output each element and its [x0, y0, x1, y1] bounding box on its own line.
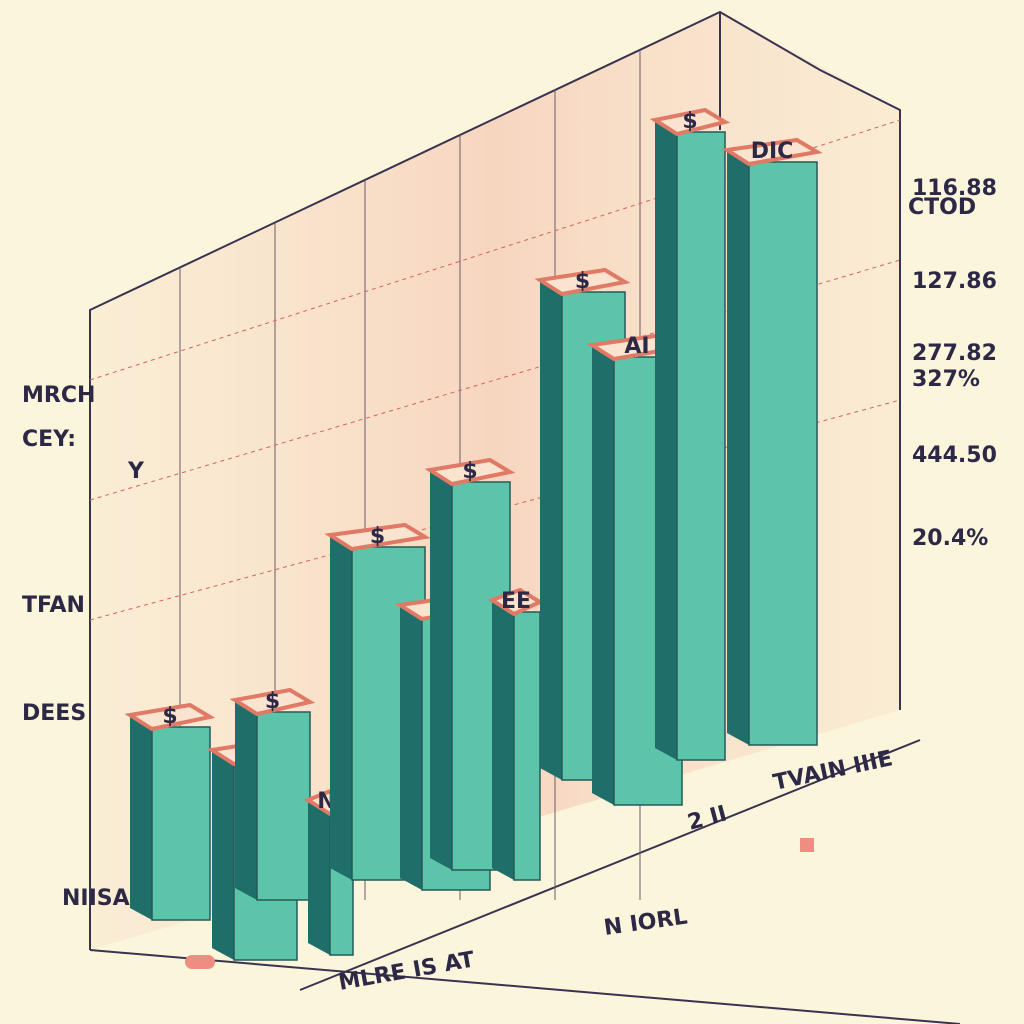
right-label: CTOD	[908, 195, 976, 220]
right-label: 277.82	[912, 341, 997, 366]
bar-cap	[424, 457, 516, 487]
bar-front	[748, 161, 818, 746]
bar-side	[540, 280, 562, 780]
bar-side	[130, 715, 152, 920]
bar-cap-label: DIC	[751, 139, 794, 164]
bar-side	[655, 120, 677, 760]
bar-cap	[229, 687, 316, 717]
bar-side	[727, 150, 749, 745]
right-label: 444.50	[912, 443, 997, 468]
bar-side	[308, 800, 330, 955]
bar-side	[212, 750, 234, 960]
bar-cap-label: AI	[624, 334, 649, 359]
bar-cap	[721, 137, 823, 167]
bar-cap-label: $	[682, 109, 697, 134]
frame-edge	[89, 949, 961, 1024]
bar-side	[235, 700, 257, 900]
bar-side	[430, 470, 452, 870]
frame-edge	[89, 10, 901, 950]
left-label: CEY:	[22, 427, 76, 452]
bar-front	[513, 611, 541, 881]
bar-front	[151, 726, 211, 921]
bar-cap-label: $	[265, 689, 280, 714]
axis-letter: Y	[127, 459, 145, 484]
bar-cap	[324, 522, 431, 552]
legend-swatch	[185, 955, 215, 969]
bar-front	[256, 711, 311, 901]
right-label: 116.88	[912, 176, 997, 201]
bar-front	[676, 131, 726, 761]
right-label: 20.4%	[912, 526, 988, 551]
bars: $FIE$NI$LE$EE$AI$DIC	[124, 107, 823, 961]
bar-side	[330, 535, 352, 880]
legend-swatch	[800, 838, 814, 852]
grid-line	[89, 119, 901, 381]
bar-side	[400, 605, 422, 890]
bottom-label: NIISA	[62, 886, 130, 911]
bar-cap	[534, 267, 631, 297]
bar-cap-label: $	[370, 524, 385, 549]
bar-cap-label: $	[162, 704, 177, 729]
bar-side	[492, 600, 514, 880]
frame-edge	[299, 739, 921, 991]
bar-cap	[649, 107, 731, 137]
bar-cap-label: $	[462, 459, 477, 484]
left-label: DEES	[22, 701, 86, 726]
bar-cap-label: $	[575, 269, 590, 294]
right-label: 327%	[912, 367, 980, 392]
bar-side	[592, 345, 614, 805]
bar-cap-label: EE	[501, 589, 531, 614]
frame	[89, 10, 961, 1024]
right-label: 127.86	[912, 269, 997, 294]
bar-cap	[124, 702, 216, 732]
left-label: MRCH	[22, 383, 95, 408]
left-label: TFAN	[22, 593, 85, 618]
